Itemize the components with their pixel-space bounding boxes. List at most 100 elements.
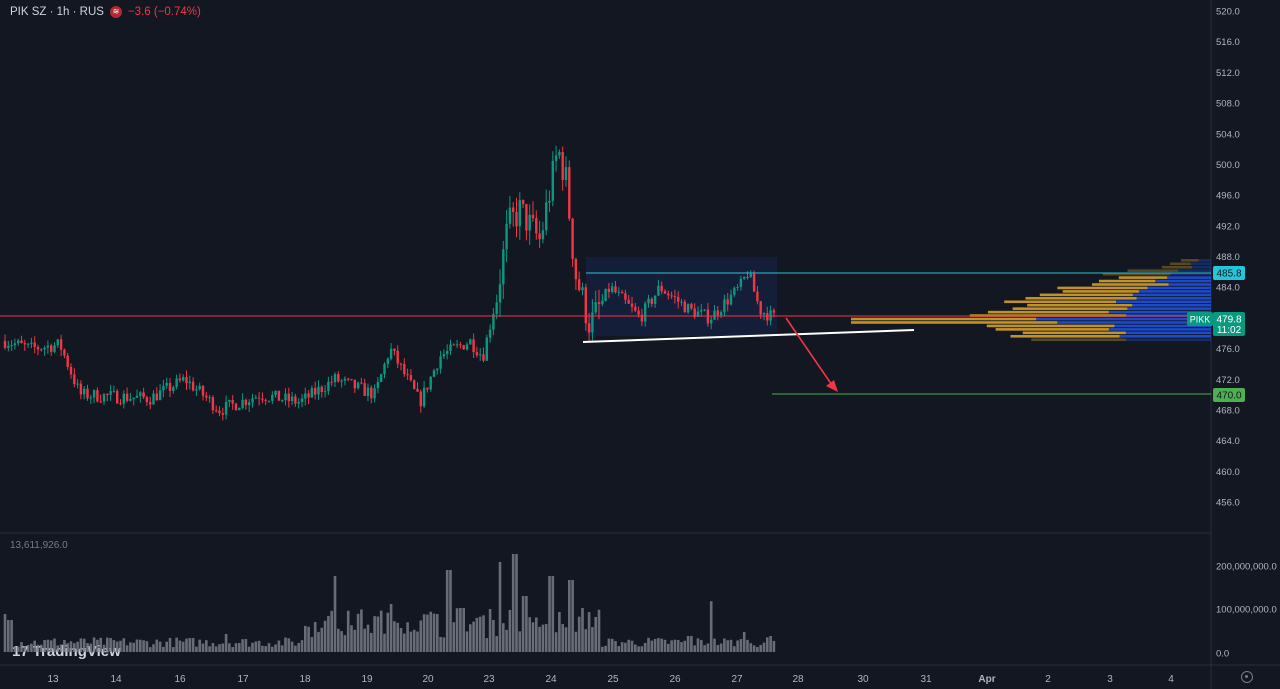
volume-bar xyxy=(366,624,370,652)
price-tick-label: 520.0 xyxy=(1216,7,1240,18)
candle-body xyxy=(366,387,370,396)
price-tick-label: 472.0 xyxy=(1216,375,1240,386)
candle-body xyxy=(333,374,337,383)
candle-body xyxy=(178,378,182,381)
candle-body xyxy=(234,403,238,411)
candle-body xyxy=(40,349,43,351)
candle-body xyxy=(215,410,218,412)
volume-bar xyxy=(594,616,597,652)
symbol-title[interactable]: PIK SZ · 1h · RUS xyxy=(10,6,104,18)
volume-bar xyxy=(46,639,50,652)
down-arrow[interactable] xyxy=(785,317,838,392)
candle-body xyxy=(488,329,492,338)
candle-body xyxy=(729,294,733,305)
candle-body xyxy=(162,385,165,391)
volume-bar xyxy=(297,642,300,652)
candle-body xyxy=(30,342,33,344)
candle-body xyxy=(376,381,380,389)
time-tick-label: 17 xyxy=(237,674,249,685)
candle-body xyxy=(145,397,149,403)
profile-down-bar xyxy=(1102,272,1171,276)
candle-body xyxy=(92,390,96,398)
volume-bar xyxy=(73,643,76,652)
candle-body xyxy=(614,286,617,293)
settings-icon[interactable] xyxy=(1241,671,1253,683)
candle-body xyxy=(601,300,604,305)
volume-bar xyxy=(736,640,739,652)
candle-body xyxy=(492,314,495,330)
candle-body xyxy=(314,387,317,395)
candle-body xyxy=(267,400,271,402)
volume-bar xyxy=(726,640,729,652)
volume-bar xyxy=(485,638,489,652)
volume-bar xyxy=(442,637,446,652)
volume-bar xyxy=(188,638,192,652)
profile-down-bar xyxy=(851,317,1037,321)
candle-body xyxy=(426,387,429,390)
upper-level-label: 485.8 xyxy=(1213,266,1245,280)
volume-bar xyxy=(752,645,756,652)
candle-body xyxy=(337,374,340,382)
candle-body xyxy=(627,299,630,304)
volume-bar xyxy=(667,643,670,652)
support-trendline[interactable] xyxy=(582,329,915,343)
time-tick-label: 14 xyxy=(110,674,122,685)
candle-body xyxy=(475,352,479,356)
candle-body xyxy=(703,309,706,311)
volume-bar xyxy=(30,643,33,652)
volume-bar xyxy=(676,639,680,652)
candle-body xyxy=(149,402,152,405)
volume-bar xyxy=(346,610,350,652)
countdown-value: 11:02 xyxy=(1217,325,1242,336)
volume-bar xyxy=(363,628,366,652)
volume-bar xyxy=(96,639,99,652)
candle-body xyxy=(416,388,419,392)
candle-body xyxy=(86,388,89,399)
volume-bar xyxy=(244,638,248,652)
candle-body xyxy=(548,200,551,203)
candle-body xyxy=(413,380,416,389)
candle-body xyxy=(769,310,772,321)
consolidation-box[interactable] xyxy=(586,257,777,336)
candle-body xyxy=(20,340,23,344)
candle-body xyxy=(551,160,554,201)
candle-body xyxy=(129,399,132,401)
chart-header: PIK SZ · 1h · RUS ≋ −3.6 (−0.74%) xyxy=(10,6,201,18)
volume-bar xyxy=(267,643,271,652)
candle-body xyxy=(7,345,10,348)
candle-body xyxy=(383,363,386,375)
candle-body xyxy=(347,378,350,380)
candle-body xyxy=(558,152,561,156)
volume-bar xyxy=(663,639,667,652)
volume-bar xyxy=(396,622,399,652)
candle-body xyxy=(406,374,409,376)
volume-bar xyxy=(716,645,720,652)
volume-bar xyxy=(383,633,386,652)
candle-body xyxy=(485,337,488,361)
volume-bar xyxy=(518,631,522,652)
volume-bar xyxy=(627,639,630,652)
volume-bar xyxy=(218,644,221,652)
profile-down-bar xyxy=(1161,265,1193,269)
candle-body xyxy=(594,302,597,313)
volume-bar xyxy=(455,608,459,652)
price-tick-label: 464.0 xyxy=(1216,436,1240,447)
candle-body xyxy=(69,366,73,375)
candle-body xyxy=(716,310,719,316)
candle-body xyxy=(571,218,574,259)
time-tick-label: 4 xyxy=(1168,674,1174,685)
candle-body xyxy=(759,301,762,315)
volume-bar xyxy=(482,615,485,652)
volume-bar xyxy=(475,617,479,652)
candle-body xyxy=(165,383,168,386)
candle-body xyxy=(175,378,178,388)
volume-bar xyxy=(647,637,650,652)
profile-down-bar xyxy=(1091,283,1169,286)
candle-body xyxy=(350,379,353,381)
candle-body xyxy=(393,348,396,351)
volume-bar xyxy=(228,643,231,652)
profile-down-bar xyxy=(1025,297,1137,300)
profile-up-bar xyxy=(1136,297,1211,300)
candle-body xyxy=(59,339,63,350)
